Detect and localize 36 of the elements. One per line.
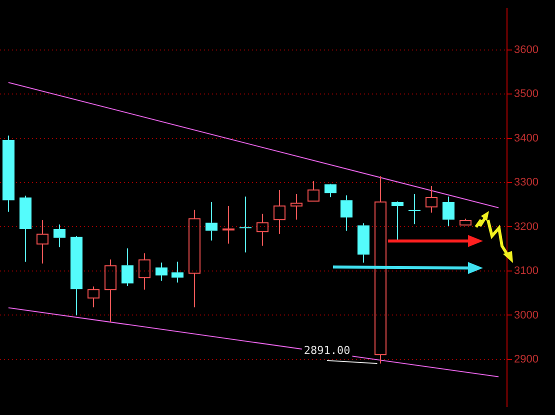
candlestick [206,201,218,241]
y-tick-label: 3600 [514,44,538,56]
candlestick [138,252,150,290]
y-tick-label: 3200 [514,220,538,233]
candlestick [442,196,454,226]
candlestick [222,205,234,244]
candlestick [172,261,184,284]
candlestick [20,195,32,262]
candlestick [274,190,286,234]
candlestick [156,262,168,282]
candlestick [88,286,100,308]
candlestick [324,184,336,198]
annotation: 2891.00 [304,344,350,357]
candlestick [54,224,66,248]
candlestick [122,248,134,287]
candlestick [392,202,404,240]
candlestick [290,194,302,220]
candlestick [36,220,48,264]
candlestick [408,194,420,225]
candlestick [426,186,438,214]
candlestick [256,213,268,246]
y-tick-label: 3300 [514,176,538,189]
candlestick [104,258,116,322]
candlestick [70,236,82,316]
y-tick-label: 3000 [514,309,538,322]
candlestick [188,209,200,308]
candlestick [240,196,252,253]
candlestick [374,176,386,364]
y-tick-label: 3500 [514,88,538,100]
candlestick [308,180,320,202]
candlestick [358,222,370,264]
y-tick-label: 3100 [514,265,538,278]
candlestick [340,194,352,232]
y-tick-label: 3400 [514,132,538,144]
y-tick-label: 2900 [514,354,538,366]
candlestick [2,135,14,212]
